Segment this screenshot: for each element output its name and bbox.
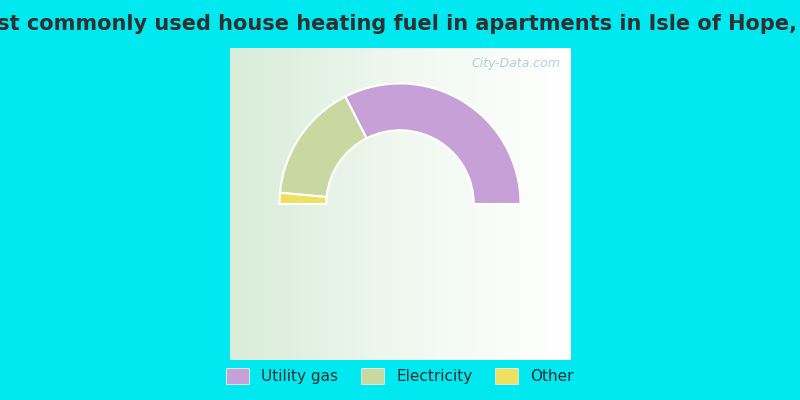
- Wedge shape: [280, 96, 366, 197]
- Legend: Utility gas, Electricity, Other: Utility gas, Electricity, Other: [226, 368, 574, 384]
- Wedge shape: [346, 84, 521, 204]
- Text: Most commonly used house heating fuel in apartments in Isle of Hope, GA: Most commonly used house heating fuel in…: [0, 14, 800, 34]
- Wedge shape: [279, 193, 326, 204]
- Text: City-Data.com: City-Data.com: [471, 57, 560, 70]
